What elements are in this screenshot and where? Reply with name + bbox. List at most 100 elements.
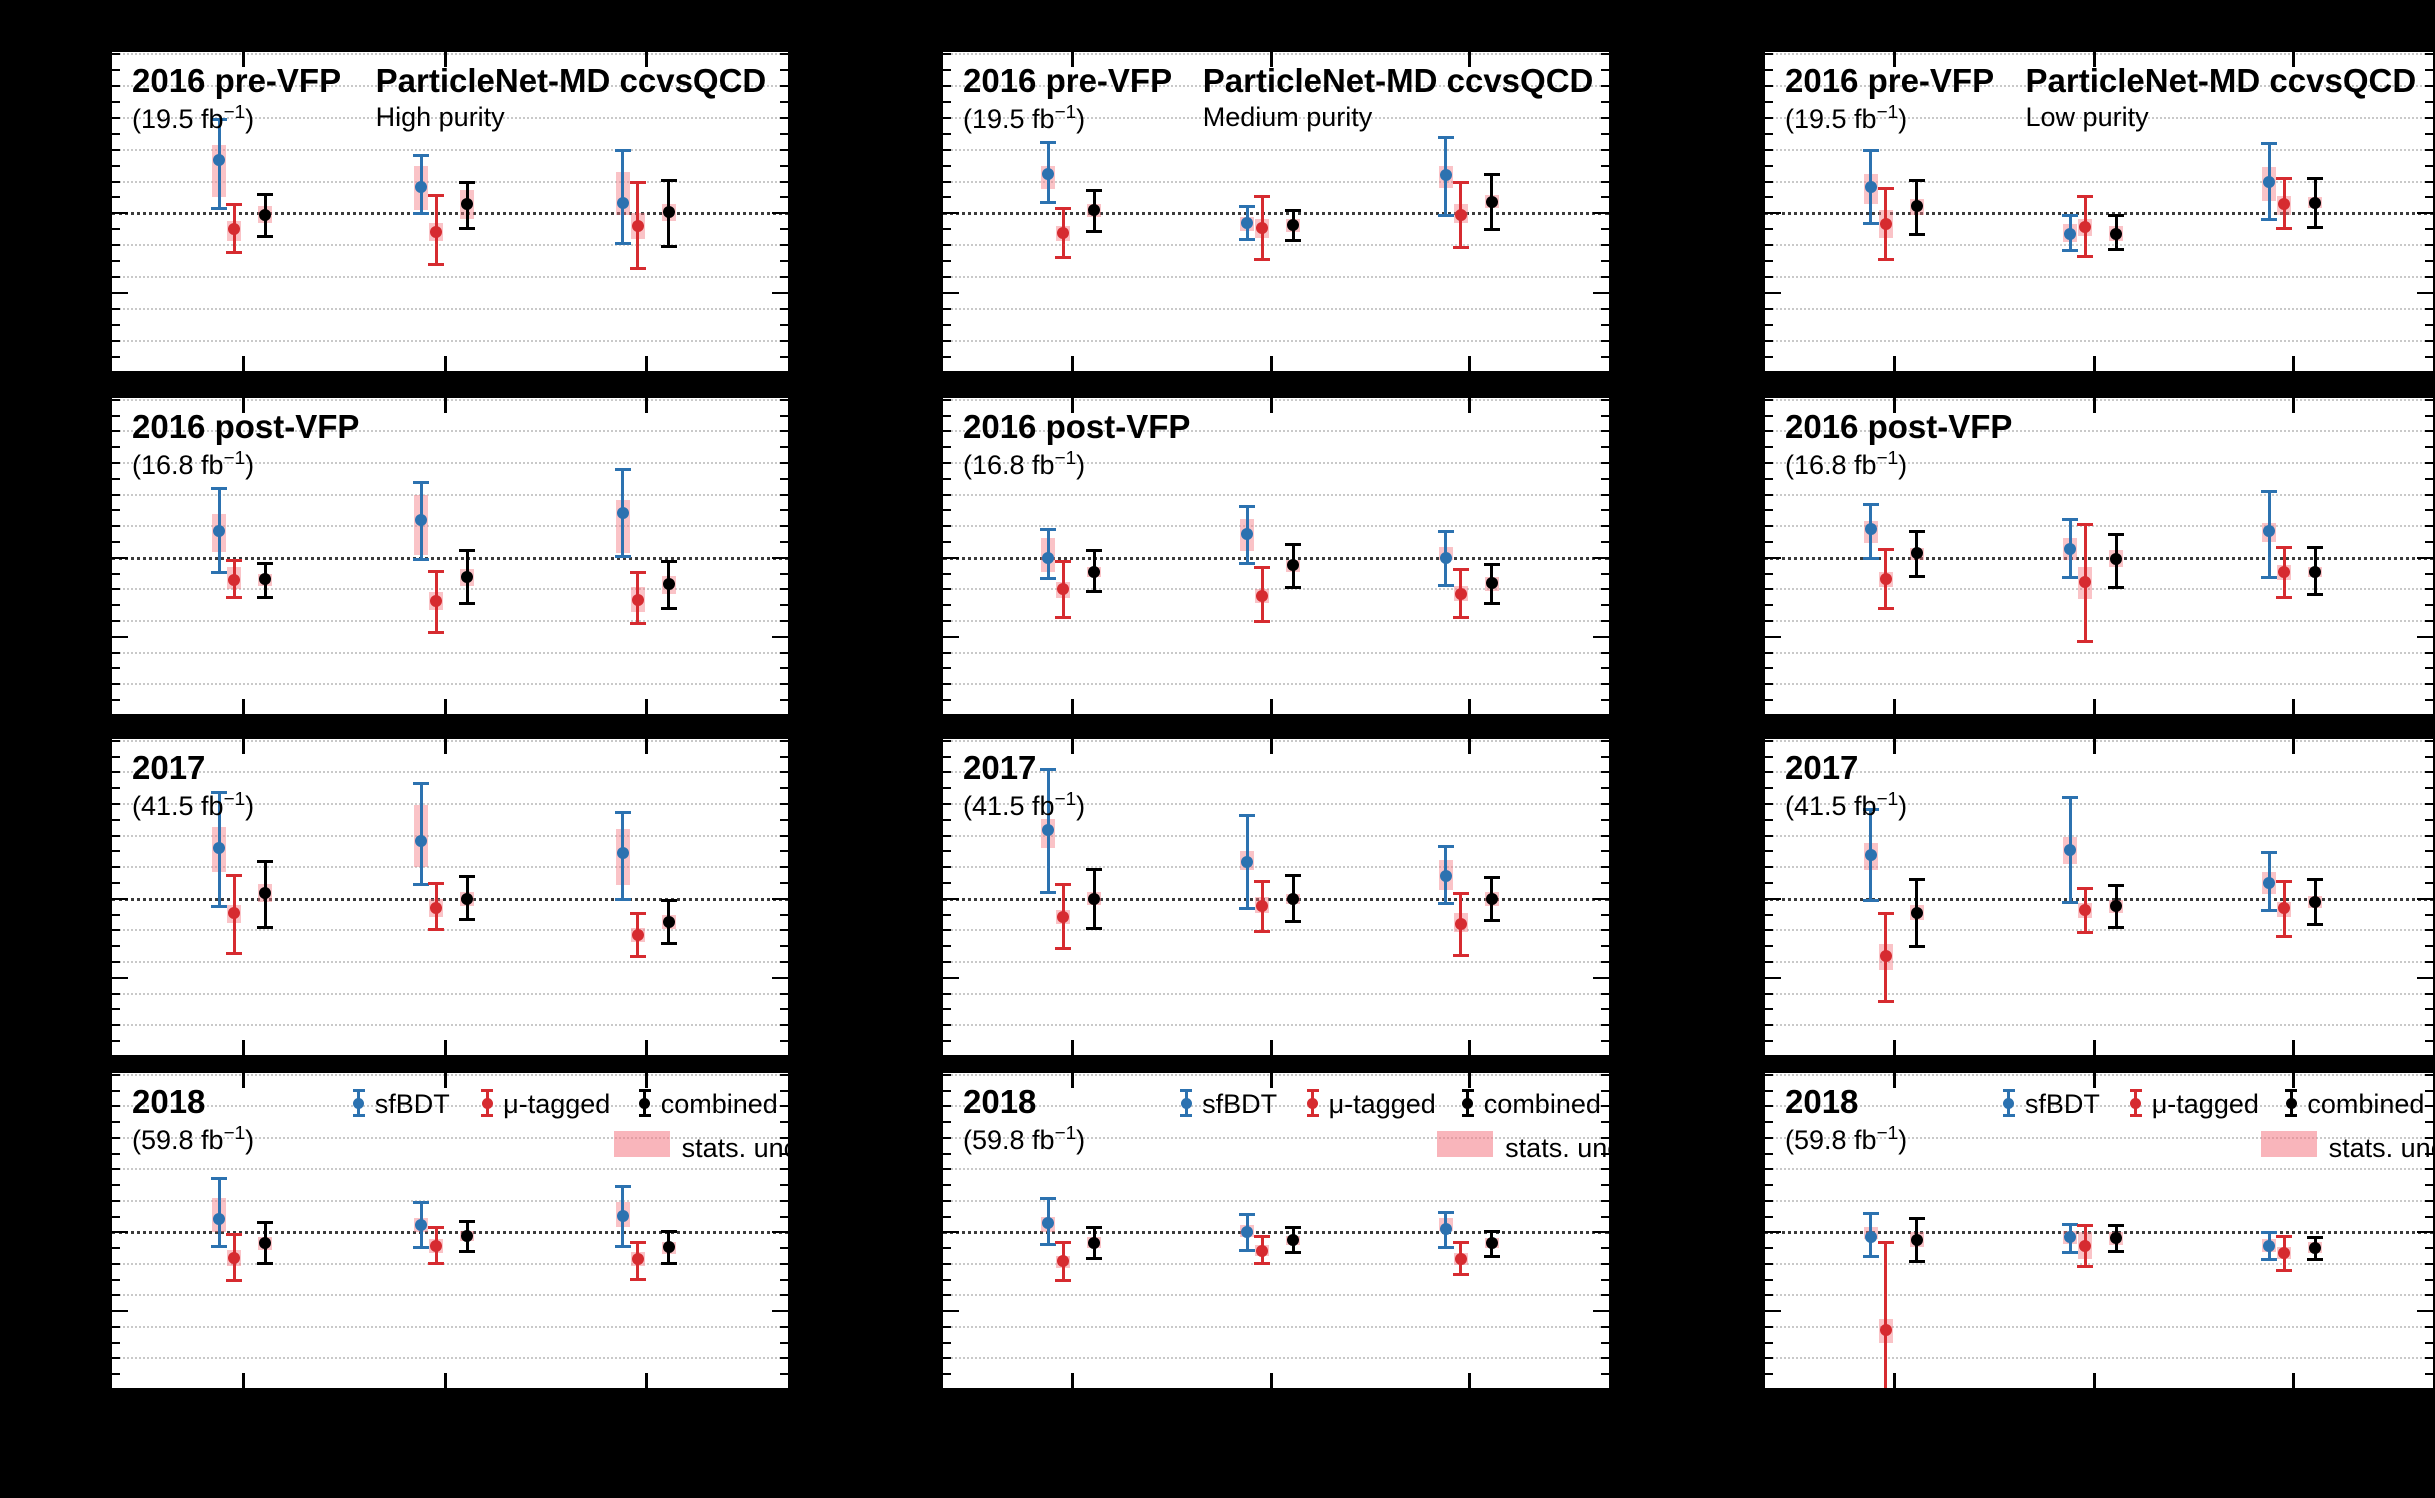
legend-label-sfbdt: sfBDT [1202,1089,1278,1119]
x-axis-tick [645,699,649,714]
gridline [943,1357,1609,1360]
gridline [112,929,788,932]
y-axis-tick [2425,1105,2433,1108]
panel-purity-label: Medium purity [1202,102,1373,132]
y-axis-tick [2425,462,2433,465]
error-cap-bottom [226,596,243,600]
data-point-muTagged [1256,899,1269,912]
y-axis-tick [112,572,120,575]
panel-era-title: 2016 pre-VFP [132,62,342,99]
gridline [1765,1325,2433,1328]
y-axis-tick [2425,755,2433,758]
x-axis-tick [1468,398,1472,413]
x-axis-tick [241,356,245,371]
error-cap-bottom [1452,616,1469,620]
legend-cap [2285,1114,2298,1117]
y-axis-tick [1765,1073,1773,1076]
y-axis-tick [1601,276,1609,279]
y-axis-tick [1593,976,1609,979]
data-point-sfBDT [1042,551,1055,564]
y-axis-tick [780,477,788,480]
gridline [112,1168,788,1171]
y-axis-tick [112,52,120,55]
gridline [112,52,788,55]
panel-lumi-label: (41.5 fb−1) [132,789,255,821]
y-axis-tick [112,929,120,932]
x-axis-tick [1468,356,1472,371]
panel-era-title: 2016 post-VFP [963,408,1191,445]
error-cap-top [1877,912,1894,916]
error-cap-bottom [1483,1255,1500,1259]
panel-lumi-label: (16.8 fb−1) [132,448,255,480]
legend-cap [2285,1089,2298,1092]
gridline [943,866,1609,869]
y-axis-tick [2425,228,2433,231]
y-axis-tick [112,755,120,758]
error-bar-sfBDT [621,149,625,243]
error-cap-top [226,558,243,562]
y-axis-tick [112,196,120,199]
y-axis-tick [112,1294,120,1297]
y-axis-tick [1765,976,1781,979]
y-axis-tick [1601,462,1609,465]
error-cap-top [660,560,677,564]
y-axis-tick [1765,818,1773,821]
y-axis-tick [1765,340,1773,342]
y-axis-tick [1765,635,1781,638]
y-axis-tick [2417,897,2433,900]
reference-line-sf1 [112,212,788,216]
y-axis-tick [943,1089,951,1092]
y-axis-tick [2425,1373,2433,1376]
data-point-combined [2309,565,2322,578]
error-cap-bottom [2108,247,2125,251]
panel-lumi-label: (16.8 fb−1) [1785,448,1908,480]
panel-lumi-label: (16.8 fb−1) [963,448,1086,480]
y-axis-tick [1601,929,1609,932]
reference-line-sf1 [943,556,1609,560]
data-point-combined [259,887,272,900]
error-cap-top [413,782,430,786]
y-axis-tick [780,572,788,575]
x-axis-tick [443,699,447,714]
gridline [943,52,1609,55]
y-axis-tick [780,945,788,948]
reference-line-sf1 [1765,212,2433,216]
error-cap-top [1483,562,1500,566]
y-axis-tick [2425,1294,2433,1297]
data-point-combined [1485,195,1498,208]
panel-lumi-label: (59.8 fb−1) [132,1123,255,1155]
y-axis-tick [112,244,120,247]
y-axis-tick [1601,818,1609,821]
y-axis-tick [780,1184,788,1187]
panel-era-title: 2017 [963,749,1037,786]
data-point-muTagged [430,594,443,607]
y-axis-tick [112,132,120,135]
y-axis-tick [943,1357,951,1360]
y-axis-tick [780,929,788,932]
gridline [112,1199,788,1202]
y-axis-tick [943,787,951,790]
y-axis-tick [1765,866,1773,869]
error-cap-bottom [629,955,646,959]
data-point-sfBDT [1864,1231,1877,1244]
y-axis-tick [780,834,788,837]
error-cap-top [2307,177,2324,181]
y-axis-tick [1601,228,1609,231]
data-point-sfBDT [1241,527,1254,540]
y-axis-tick [1765,228,1773,231]
y-axis-tick [943,1278,951,1281]
y-axis-tick [2425,446,2433,449]
error-cap-top [226,203,243,207]
error-cap-bottom [1055,1278,1072,1282]
error-cap-top [1086,188,1103,192]
y-axis-tick [772,897,788,900]
error-cap-top [1055,207,1072,211]
error-cap-bottom [1239,907,1256,911]
gridline [1765,683,2433,686]
error-cap-top [428,569,445,573]
y-axis-tick [112,556,128,559]
y-axis-tick [1601,755,1609,758]
y-axis-tick [1765,1341,1773,1344]
gridline [943,834,1609,837]
data-point-sfBDT [2263,877,2276,890]
